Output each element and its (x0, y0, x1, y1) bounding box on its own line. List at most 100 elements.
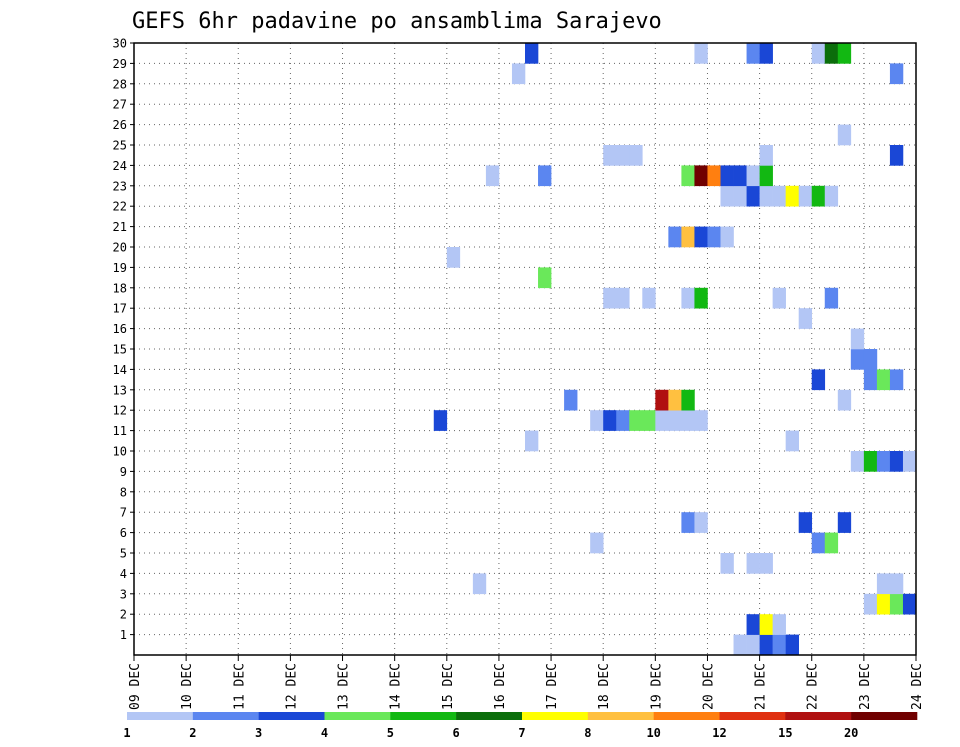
x-tick-label: 23 DEC (858, 663, 873, 710)
heatmap-cell (759, 553, 773, 574)
heatmap-cell (642, 410, 656, 431)
y-tick-label: 13 (113, 383, 127, 397)
heatmap-cell (681, 410, 695, 431)
heatmap-cell (681, 226, 695, 248)
heatmap-cell (772, 185, 786, 207)
heatmap-cell (837, 389, 852, 411)
heatmap-cell (759, 43, 773, 64)
colorbar-swatch (390, 712, 457, 720)
heatmap-cell (811, 43, 826, 64)
heatmap-cell (616, 287, 630, 309)
heatmap-cell (694, 287, 708, 309)
y-tick-label: 28 (113, 77, 127, 91)
heatmap-cell (785, 185, 799, 207)
heatmap-cell (811, 369, 826, 391)
heatmap-cell (889, 593, 904, 615)
heatmap-cell (694, 165, 708, 187)
y-tick-label: 5 (120, 547, 127, 561)
heatmap-cell (798, 512, 813, 533)
heatmap-cell (746, 634, 760, 656)
heatmap-cell (889, 145, 904, 166)
heatmap-cell (863, 451, 878, 472)
x-tick-label: 12 DEC (284, 663, 299, 710)
heatmap-cell (759, 185, 773, 207)
x-tick-label: 20 DEC (701, 663, 716, 710)
heatmap-cell (876, 451, 891, 472)
heatmap-cell (863, 593, 878, 615)
heatmap-cell (746, 614, 760, 635)
heatmap-cell (785, 430, 799, 452)
y-tick-label: 14 (113, 363, 127, 377)
y-tick-label: 29 (113, 57, 127, 71)
heatmap-cell (772, 614, 786, 635)
heatmap-cell (837, 43, 852, 64)
heatmap-cell (902, 451, 917, 472)
heatmap-cell (798, 185, 813, 207)
heatmap-cell (485, 165, 500, 187)
heatmap-cell (538, 165, 552, 187)
heatmap-cell (746, 43, 760, 64)
heatmap-cell (525, 43, 539, 64)
heatmap-cell (655, 410, 669, 431)
x-tick-label: 24 DEC (910, 663, 925, 710)
heatmap-cell (837, 512, 852, 533)
heatmap-cell (798, 308, 813, 329)
colorbar-legend: 1 2 3 4 5 6 7 8 10 12 15 20 (123, 712, 918, 740)
y-tick-label: 15 (113, 343, 127, 357)
x-tick-label: 11 DEC (232, 663, 247, 710)
heatmap-cell (472, 573, 487, 595)
colorbar-swatch (456, 712, 523, 720)
heatmap-cell (616, 145, 630, 166)
heatmap-cell (603, 410, 617, 431)
heatmap-cell (720, 553, 734, 574)
colorbar-swatch (653, 712, 720, 720)
y-tick-label: 8 (120, 485, 127, 499)
heatmap-cell (433, 410, 448, 431)
colorbar-swatch (258, 712, 325, 720)
colorbar-label: 20 (844, 726, 858, 740)
colorbar-swatch (324, 712, 391, 720)
y-tick-label: 30 (113, 37, 127, 51)
y-tick-label: 11 (113, 424, 127, 438)
y-tick-label: 9 (120, 465, 127, 479)
heatmap-cell (811, 532, 826, 554)
x-tick-label: 14 DEC (389, 663, 404, 710)
x-tick-label: 15 DEC (441, 663, 456, 710)
y-tick-label: 27 (113, 98, 127, 112)
y-tick-label: 23 (113, 179, 127, 193)
y-tick-label: 12 (113, 404, 127, 418)
heatmap-cell (603, 287, 617, 309)
y-tick-label: 21 (113, 220, 127, 234)
heatmap-cell (824, 532, 839, 554)
y-tick-label: 7 (120, 506, 127, 520)
heatmap-cell (694, 512, 708, 533)
heatmap-cell (590, 532, 604, 554)
x-tick-label: 22 DEC (806, 663, 821, 710)
heatmap-cell (694, 226, 708, 248)
colorbar-label: 3 (255, 726, 262, 740)
grid-lines (134, 43, 916, 655)
y-tick-label: 26 (113, 118, 127, 132)
y-tick-label: 18 (113, 281, 127, 295)
heatmap-cell (629, 145, 643, 166)
heatmap-cell (629, 410, 643, 431)
chart-title: GEFS 6hr padavine po ansamblima Sarajevo (132, 9, 662, 34)
colorbar-label: 1 (123, 726, 130, 740)
y-tick-label: 4 (120, 567, 127, 581)
y-tick-label: 20 (113, 241, 127, 255)
heatmap-cell (863, 369, 878, 391)
heatmap-cell (694, 43, 708, 64)
colorbar-swatch (587, 712, 654, 720)
y-tick-label: 1 (120, 628, 127, 642)
heatmap-cell (824, 287, 839, 309)
heatmap-cell (733, 634, 747, 656)
heatmap-cell (746, 165, 760, 187)
heatmap-cell (642, 287, 656, 309)
x-tick-label: 10 DEC (180, 663, 195, 710)
heatmap-cell (681, 389, 695, 411)
x-tick-label: 19 DEC (649, 663, 664, 710)
y-tick-label: 24 (113, 159, 127, 173)
heatmap-cell (889, 573, 904, 595)
